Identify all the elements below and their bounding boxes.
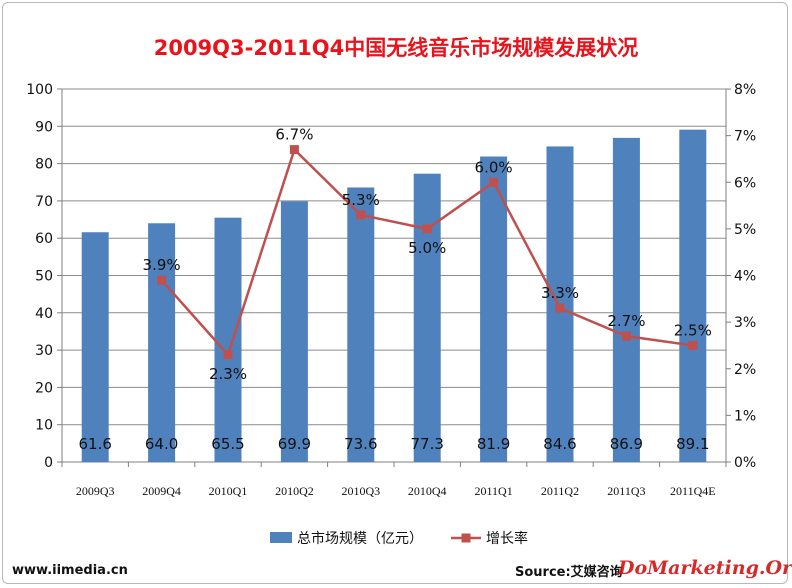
bar-value-label: 77.3 [410, 435, 443, 453]
x-tick-label: 2011Q3 [607, 484, 645, 498]
bar [214, 217, 242, 462]
x-tick-label: 2011Q2 [541, 484, 579, 498]
growth-marker [356, 210, 366, 220]
bar [347, 187, 375, 463]
bar-value-label: 89.1 [676, 435, 709, 453]
bar-value-label: 64.0 [145, 435, 178, 453]
growth-marker [688, 340, 698, 350]
x-tick-label: 2010Q2 [275, 484, 314, 498]
x-tick-label: 2009Q3 [76, 484, 115, 498]
bar-value-label: 69.9 [278, 435, 311, 453]
bar-value-label: 73.6 [344, 435, 377, 453]
growth-value-label: 2.7% [607, 312, 645, 330]
legend-swatch-marker [461, 533, 471, 543]
growth-marker [157, 275, 167, 285]
legend-swatch-bar [270, 532, 292, 543]
y-left-tick-label: 30 [35, 343, 53, 359]
x-tick-label: 2011Q4E [670, 484, 716, 498]
y-left-tick-label: 0 [44, 455, 53, 471]
site-url: www.iimedia.cn [12, 563, 128, 578]
growth-value-label: 6.0% [475, 158, 513, 176]
x-tick-label: 2010Q4 [408, 484, 447, 498]
bar-value-label: 61.6 [78, 435, 111, 453]
y-left-tick-label: 90 [35, 119, 53, 135]
growth-value-label: 6.7% [275, 126, 313, 144]
y-left-tick-label: 50 [35, 269, 53, 285]
bar-value-label: 65.5 [211, 435, 244, 453]
y-right-tick-label: 4% [734, 269, 756, 285]
watermark-logo: DoMarketing.Org [618, 557, 792, 579]
x-tick-label: 2009Q4 [142, 484, 181, 498]
bar [148, 223, 176, 462]
x-tick-label: 2011Q1 [474, 484, 512, 498]
x-tick-label: 2010Q3 [341, 484, 380, 498]
y-right-tick-label: 7% [734, 129, 756, 145]
growth-marker [289, 145, 299, 155]
y-left-tick-label: 70 [35, 194, 53, 210]
growth-marker [621, 331, 631, 341]
bar [612, 137, 640, 462]
y-right-tick-label: 8% [734, 82, 756, 98]
y-right-tick-label: 3% [734, 315, 756, 331]
growth-marker [223, 350, 233, 360]
growth-value-label: 3.3% [541, 284, 579, 302]
y-right-tick-label: 2% [734, 362, 756, 378]
bar [280, 201, 308, 462]
growth-marker [422, 224, 432, 234]
y-right-tick-label: 5% [734, 222, 756, 238]
y-left-tick-label: 10 [35, 418, 53, 434]
y-left-tick-label: 20 [35, 380, 53, 396]
bar [413, 173, 441, 462]
bar-value-label: 84.6 [543, 435, 576, 453]
growth-value-label: 2.5% [674, 321, 712, 339]
growth-value-label: 2.3% [209, 365, 247, 383]
growth-value-label: 5.0% [408, 239, 446, 257]
bar [480, 156, 508, 462]
y-right-tick-label: 1% [734, 408, 756, 424]
y-right-tick-label: 6% [734, 175, 756, 191]
y-left-tick-label: 40 [35, 306, 53, 322]
growth-value-label: 3.9% [143, 256, 181, 274]
y-left-tick-label: 60 [35, 231, 53, 247]
growth-marker [555, 303, 565, 313]
y-right-tick-label: 0% [734, 455, 756, 471]
bar-value-label: 86.9 [610, 435, 643, 453]
legend-label-line: 增长率 [486, 530, 528, 547]
growth-marker [489, 177, 499, 187]
y-left-tick-label: 80 [35, 157, 53, 173]
legend-label-bar: 总市场规模（亿元） [297, 530, 423, 547]
y-left-tick-label: 100 [26, 82, 53, 98]
growth-value-label: 5.3% [342, 191, 380, 209]
chart-title: 2009Q3-2011Q4中国无线音乐市场规模发展状况 [153, 36, 639, 60]
bar [679, 129, 707, 463]
bar [81, 232, 109, 462]
bar-value-label: 81.9 [477, 435, 510, 453]
source-note: Source:艾媒咨询 [515, 565, 623, 580]
x-tick-label: 2010Q1 [209, 484, 248, 498]
